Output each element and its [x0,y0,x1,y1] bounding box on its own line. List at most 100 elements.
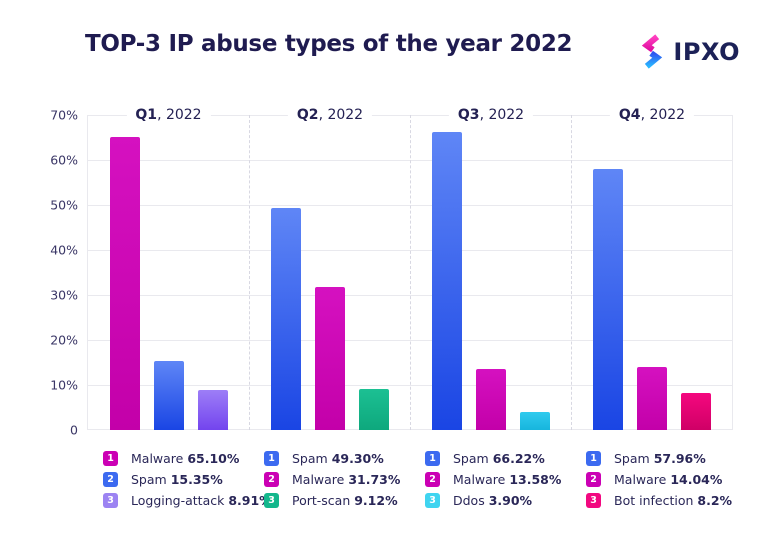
legend-name: Ddos [453,493,489,508]
legend-value: 49.30% [331,451,384,466]
bar-malware [637,366,667,430]
legend-name: Logging-attack [131,493,229,508]
legend-value: 8.91% [228,493,272,508]
brand-name: IPXO [673,37,740,66]
quarter-label: Q4 [618,107,641,123]
y-axis-label: 70% [50,107,78,123]
legend-label: Spam 15.35% [131,472,223,487]
legend-value: 66.22% [492,451,545,466]
bar-malware [109,137,140,430]
legend-value: 65.10% [187,451,240,466]
legend-label: Logging-attack 8.91% [131,493,272,508]
quarter-year: , 2022 [640,107,686,123]
y-axis-label: 10% [50,377,78,393]
legend-label: Bot infection 8.2% [614,493,732,508]
legend-item: 2 Malware 14.04% [586,472,731,487]
legend-rank-badge: 3 [425,493,440,508]
header: TOP-3 IP abuse types of the year 2022 IP… [85,30,740,69]
y-axis-label: 60% [50,152,78,168]
quarter-year: , 2022 [318,107,364,123]
bar-ddos [520,412,550,430]
bar-malware [315,287,345,430]
legend-label: Malware 65.10% [131,451,239,466]
legend-value: 9.12% [354,493,398,508]
bar-spam [153,360,184,430]
legend-item: 1 Spam 49.30% [264,451,409,466]
legend-value: 8.2% [697,493,733,508]
legend-rank-badge: 1 [586,451,601,466]
bar-spam [271,208,301,430]
legend-label: Malware 13.58% [453,472,561,487]
legend-value: 13.58% [509,472,562,487]
legend-item: 1 Malware 65.10% [103,451,248,466]
legend-value: 57.96% [653,451,706,466]
legend-label: Ddos 3.90% [453,493,532,508]
legend-item: 2 Malware 31.73% [264,472,409,487]
legend-value: 15.35% [170,472,223,487]
quarter-header: Q2, 2022 [287,107,373,123]
legend-name: Spam [453,451,493,466]
quarter-column: Q3, 2022 [410,107,571,430]
quarter-label: Q3 [457,107,480,123]
quarter-column: Q1, 2022 [88,107,249,430]
y-axis-label: 30% [50,287,78,303]
bar-port-scan [359,388,389,430]
y-axis-label: 40% [50,242,78,258]
legend-name: Malware [292,472,349,487]
legend-name: Malware [131,451,188,466]
quarter-header: Q3, 2022 [448,107,534,123]
legend-rank-badge: 2 [425,472,440,487]
brand-logo: IPXO [639,34,740,69]
legend-rank-badge: 1 [425,451,440,466]
quarter-label: Q1 [135,107,158,123]
plot-area: Q1, 2022 Q2, 2022 Q3, 2022 Q4, 2022 [87,107,733,430]
y-axis-label: 0 [70,422,78,438]
legend-name: Spam [131,472,171,487]
legend-label: Spam 66.22% [453,451,545,466]
legend-rank-badge: 1 [264,451,279,466]
legend-item: 1 Spam 66.22% [425,451,570,466]
legend-item: 3 Port-scan 9.12% [264,493,409,508]
quarter-year: , 2022 [479,107,525,123]
legend-label: Port-scan 9.12% [292,493,398,508]
bar-bot-infection [681,393,711,430]
legend-rank-badge: 3 [586,493,601,508]
legend-rank-badge: 3 [264,493,279,508]
legend-item: 3 Ddos 3.90% [425,493,570,508]
legend-label: Spam 49.30% [292,451,384,466]
legend-label: Spam 57.96% [614,451,706,466]
legend-name: Malware [614,472,671,487]
ipxo-logo-icon [642,34,663,69]
legend-item: 3 Logging-attack 8.91% [103,493,272,508]
legend-label: Malware 31.73% [292,472,400,487]
legend-rank-badge: 3 [103,493,118,508]
bar-logging-attack [197,389,228,430]
legend-rank-badge: 1 [103,451,118,466]
legend-item: 2 Malware 13.58% [425,472,570,487]
legend-item: 2 Spam 15.35% [103,472,248,487]
legend-column: 1 Spam 66.22% 2 Malware 13.58% 3 Ddos 3.90% [409,451,570,508]
legend-rank-badge: 2 [586,472,601,487]
quarter-header: Q4, 2022 [609,107,695,123]
legend-rank-badge: 2 [264,472,279,487]
legend-item: 1 Spam 57.96% [586,451,731,466]
legend-rank-badge: 2 [103,472,118,487]
quarter-column: Q2, 2022 [249,107,410,430]
quarter-column: Q4, 2022 [571,107,732,430]
y-axis-label: 50% [50,197,78,213]
quarter-year: , 2022 [157,107,202,123]
legend: 1 Malware 65.10% 2 Spam 15.35% 3 Logging-atta… [87,451,732,508]
legend-name: Spam [614,451,654,466]
quarter-header: Q1, 2022 [126,107,211,123]
bar-spam [432,132,462,430]
quarter-columns: Q1, 2022 Q2, 2022 Q3, 2022 Q4, 2022 [88,107,732,430]
legend-name: Port-scan [292,493,355,508]
legend-name: Malware [453,472,510,487]
quarter-label: Q2 [296,107,319,123]
legend-name: Spam [292,451,332,466]
bar-malware [476,368,506,430]
legend-value: 3.90% [488,493,533,508]
legend-item: 3 Bot infection 8.2% [586,493,732,508]
legend-column: 1 Spam 57.96% 2 Malware 14.04% 3 Bot infectio… [570,451,732,508]
